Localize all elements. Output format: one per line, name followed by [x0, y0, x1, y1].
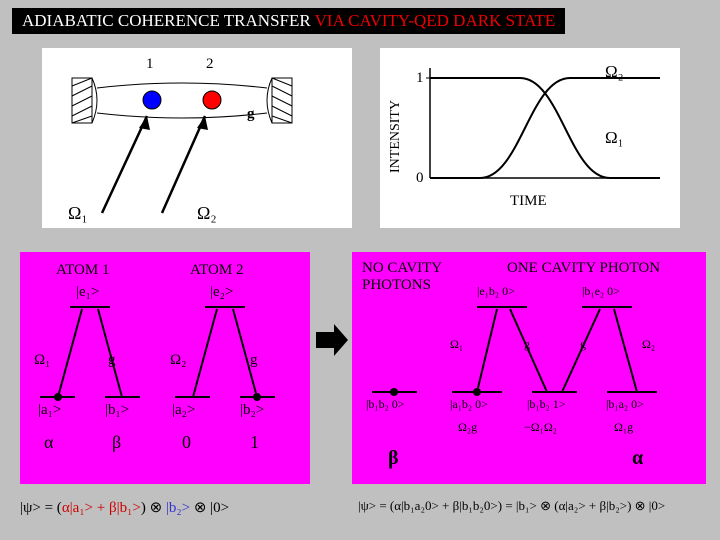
atom2-header: ATOM 2 [190, 262, 243, 279]
b1b20-dot [390, 388, 398, 396]
intensity-xlabel: TIME [510, 193, 547, 210]
equation-right: |ψ> = (α|b₁a₂0> + β|b₁b₂0>) = |b₁> ⊗ (α|… [358, 498, 665, 514]
title-red: VIA CAVITY-QED DARK STATE [315, 11, 556, 30]
atom1-left-leg [58, 309, 82, 397]
eq-left-b1: |b₁> [117, 500, 141, 516]
eq-left-end: ⊗ |0> [190, 500, 229, 516]
title-white: ADIABATIC COHERENCE TRANSFER [22, 11, 315, 30]
atoms-panel: ATOM 1 ATOM 2 |e₁> |e₂> Ω₁ g Ω₂ g |a₁> |… [20, 252, 310, 484]
equation-left: |ψ> = (α|a₁> + β|b₁>) ⊗ |b₂> ⊗ |0> [20, 498, 229, 517]
atom2-omega2: Ω₂ [170, 352, 186, 369]
mirror-right [267, 78, 292, 123]
w-leg1 [477, 309, 497, 392]
a1-label: |a₁> [38, 402, 61, 419]
a1b20-label: |a₁b₂ 0> [450, 397, 488, 412]
atom1-g: g [108, 352, 116, 369]
beta-label: β [112, 432, 121, 453]
eq-left-alpha: α [62, 500, 70, 516]
cavity-g: g [247, 106, 255, 123]
alpha-label: α [44, 432, 53, 453]
atom-1 [143, 91, 161, 109]
w-leg4 [614, 309, 637, 392]
b1e20-label: |b₁e₂ 0> [582, 284, 620, 299]
atom2-left-leg [193, 309, 217, 397]
atom2-dot [253, 393, 261, 401]
states-omega1: Ω₁ [450, 337, 463, 352]
intensity-y1: 1 [416, 70, 424, 87]
cavity-num1: 1 [146, 56, 154, 73]
atom1-omega1: Ω₁ [34, 352, 50, 369]
states-g1: g [524, 337, 530, 352]
atom-2 [203, 91, 221, 109]
states-panel: NO CAVITY PHOTONS ONE CAVITY PHOTON |e₁b… [352, 252, 706, 484]
atom2-g: g [250, 352, 258, 369]
cavity-panel: 1 2 g Ω₁ Ω₂ [42, 48, 352, 228]
states-omega2: Ω₂ [642, 337, 655, 352]
intensity-omega1: Ω₁ [605, 128, 624, 148]
intensity-omega2: Ω₂ [605, 62, 624, 82]
no-cavity-header: NO CAVITY PHOTONS [362, 260, 442, 294]
cavity-omega2: Ω₂ [197, 203, 217, 224]
eq-left-beta: β [109, 500, 117, 516]
states-beta: β [388, 447, 399, 470]
atom1-header: ATOM 1 [56, 262, 109, 279]
minus-o1o2-label: −Ω₁Ω₂ [524, 420, 557, 435]
cavity-svg [42, 48, 352, 228]
intensity-y0: 0 [416, 170, 424, 187]
atoms-svg [20, 252, 310, 484]
mirror-left [72, 78, 97, 123]
e1-label: |e₁> [76, 284, 99, 301]
eq-left-a1: |a₁> + [70, 500, 109, 516]
intensity-ylabel: INTENSITY [388, 100, 404, 173]
b1a20-label: |b₁a₂ 0> [606, 397, 644, 412]
eq-left-pre: |ψ> = ( [20, 500, 62, 516]
b2-label: |b₂> [240, 402, 264, 419]
one-label: 1 [250, 432, 259, 453]
laser-1 [102, 116, 150, 213]
laser-2 [162, 116, 208, 213]
eq-left-b2: |b₂> [166, 500, 190, 516]
cavity-mode-bottom [97, 113, 267, 118]
cavity-mode-top [97, 83, 267, 88]
big-arrow [316, 320, 348, 360]
one-cavity-header: ONE CAVITY PHOTON [507, 260, 660, 277]
states-alpha: α [632, 447, 643, 470]
cavity-num2: 2 [206, 56, 214, 73]
atom1-dot [54, 393, 62, 401]
cavity-omega1: Ω₁ [68, 203, 88, 224]
b1b20-label: |b₁b₂ 0> [366, 397, 405, 412]
states-g2: g [580, 337, 586, 352]
b1b21-label: |b₁b₂ 1> [527, 397, 566, 412]
zero-label: 0 [182, 432, 191, 453]
b1-label: |b₁> [105, 402, 129, 419]
intensity-panel: INTENSITY 1 0 Ω₂ Ω₁ TIME [380, 48, 680, 228]
omega2g-label: Ω₂g [458, 420, 477, 435]
eq-left-mid: ) ⊗ [141, 500, 166, 516]
title-bar: ADIABATIC COHERENCE TRANSFER VIA CAVITY-… [12, 8, 565, 34]
e2-label: |e₂> [210, 284, 233, 301]
curve-omega2 [430, 78, 660, 178]
e1b20-label: |e₁b₂ 0> [477, 284, 515, 299]
a2-label: |a₂> [172, 402, 195, 419]
a1b20-dot [473, 388, 481, 396]
omega1g-label: Ω₁g [614, 420, 633, 435]
